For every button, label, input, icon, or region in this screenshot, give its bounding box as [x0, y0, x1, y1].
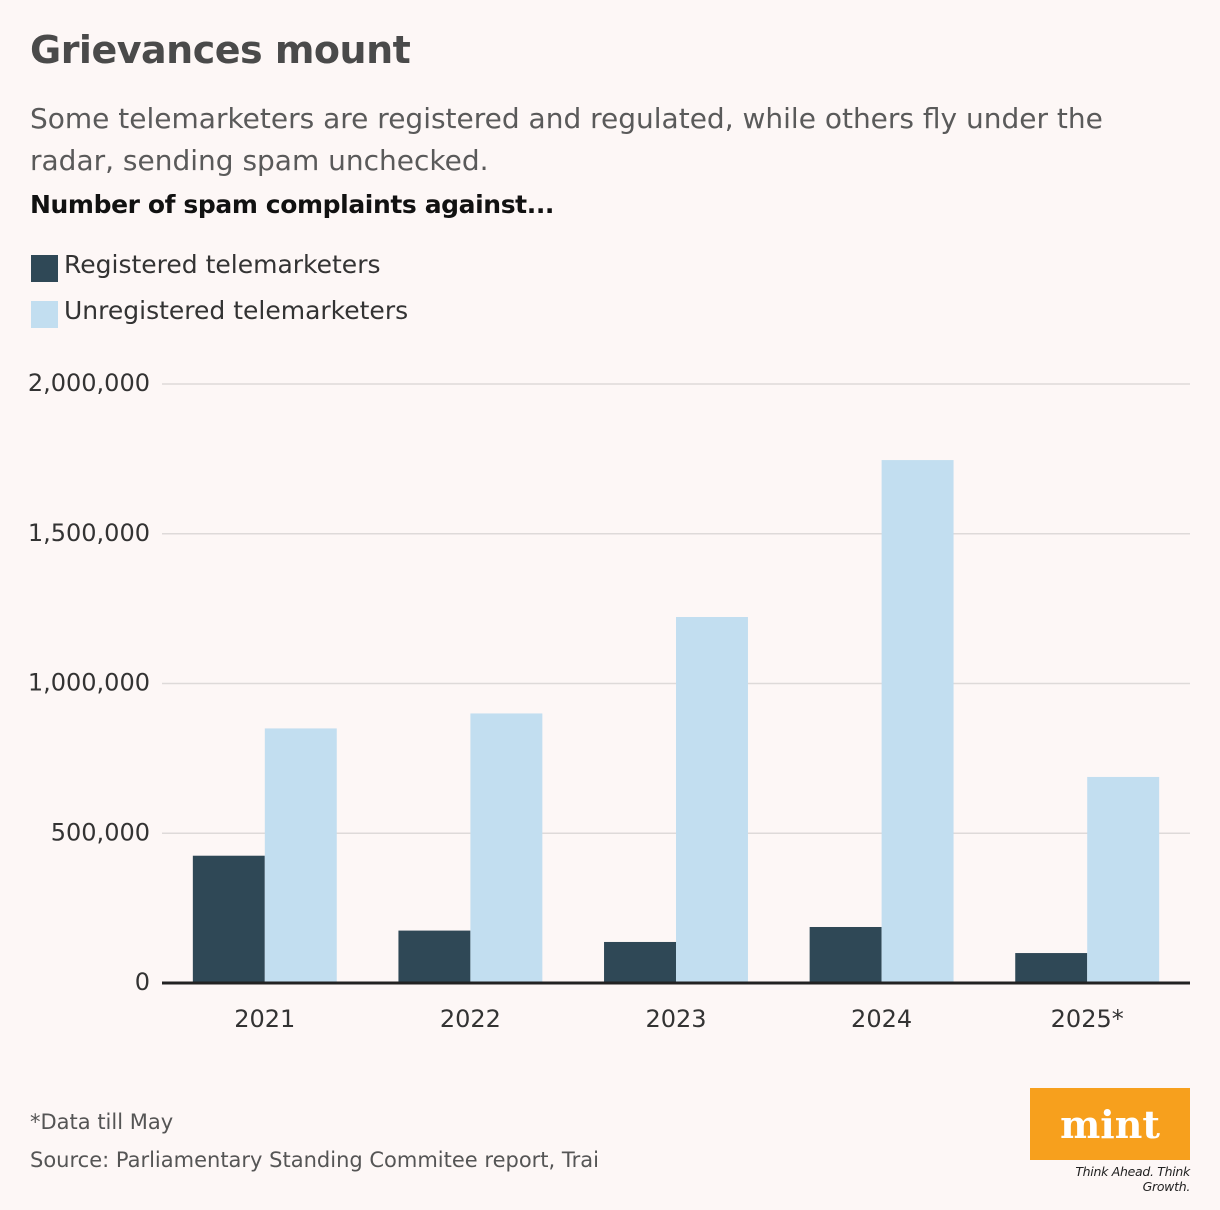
x-tick-label: 2021	[234, 1005, 295, 1033]
x-tick-label: 2024	[851, 1005, 912, 1033]
legend-swatch	[31, 255, 58, 282]
chart-subtitle: Some telemarketers are registered and re…	[30, 102, 1103, 177]
logo: mint	[1030, 1088, 1190, 1160]
y-tick-label: 500,000	[51, 818, 150, 846]
bar	[264, 728, 337, 983]
bar	[1087, 776, 1160, 983]
bar	[809, 926, 882, 983]
bar	[398, 930, 471, 983]
bar	[470, 713, 543, 983]
bar	[192, 855, 265, 983]
legend-swatch	[31, 301, 58, 328]
axis-title: Number of spam complaints against...	[30, 190, 555, 219]
footnote: *Data till May	[30, 1110, 174, 1134]
bar	[676, 617, 748, 983]
y-tick-label: 2,000,000	[28, 369, 150, 397]
legend-label: Registered telemarketers	[64, 250, 381, 279]
bar	[881, 460, 954, 983]
x-tick-label: 2023	[645, 1005, 706, 1033]
legend-label: Unregistered telemarketers	[64, 296, 408, 325]
y-tick-label: 1,500,000	[28, 519, 150, 547]
source: Source: Parliamentary Standing Commitee …	[30, 1148, 599, 1172]
chart-title: Grievances mount	[30, 28, 411, 72]
tagline: Think Ahead. Think Growth.	[1075, 1164, 1190, 1194]
x-tick-label: 2025*	[1051, 1005, 1124, 1033]
bar	[1015, 953, 1088, 983]
x-tick-label: 2022	[440, 1005, 501, 1033]
y-tick-label: 0	[135, 968, 150, 996]
y-tick-label: 1,000,000	[28, 669, 150, 697]
bar	[604, 941, 676, 983]
